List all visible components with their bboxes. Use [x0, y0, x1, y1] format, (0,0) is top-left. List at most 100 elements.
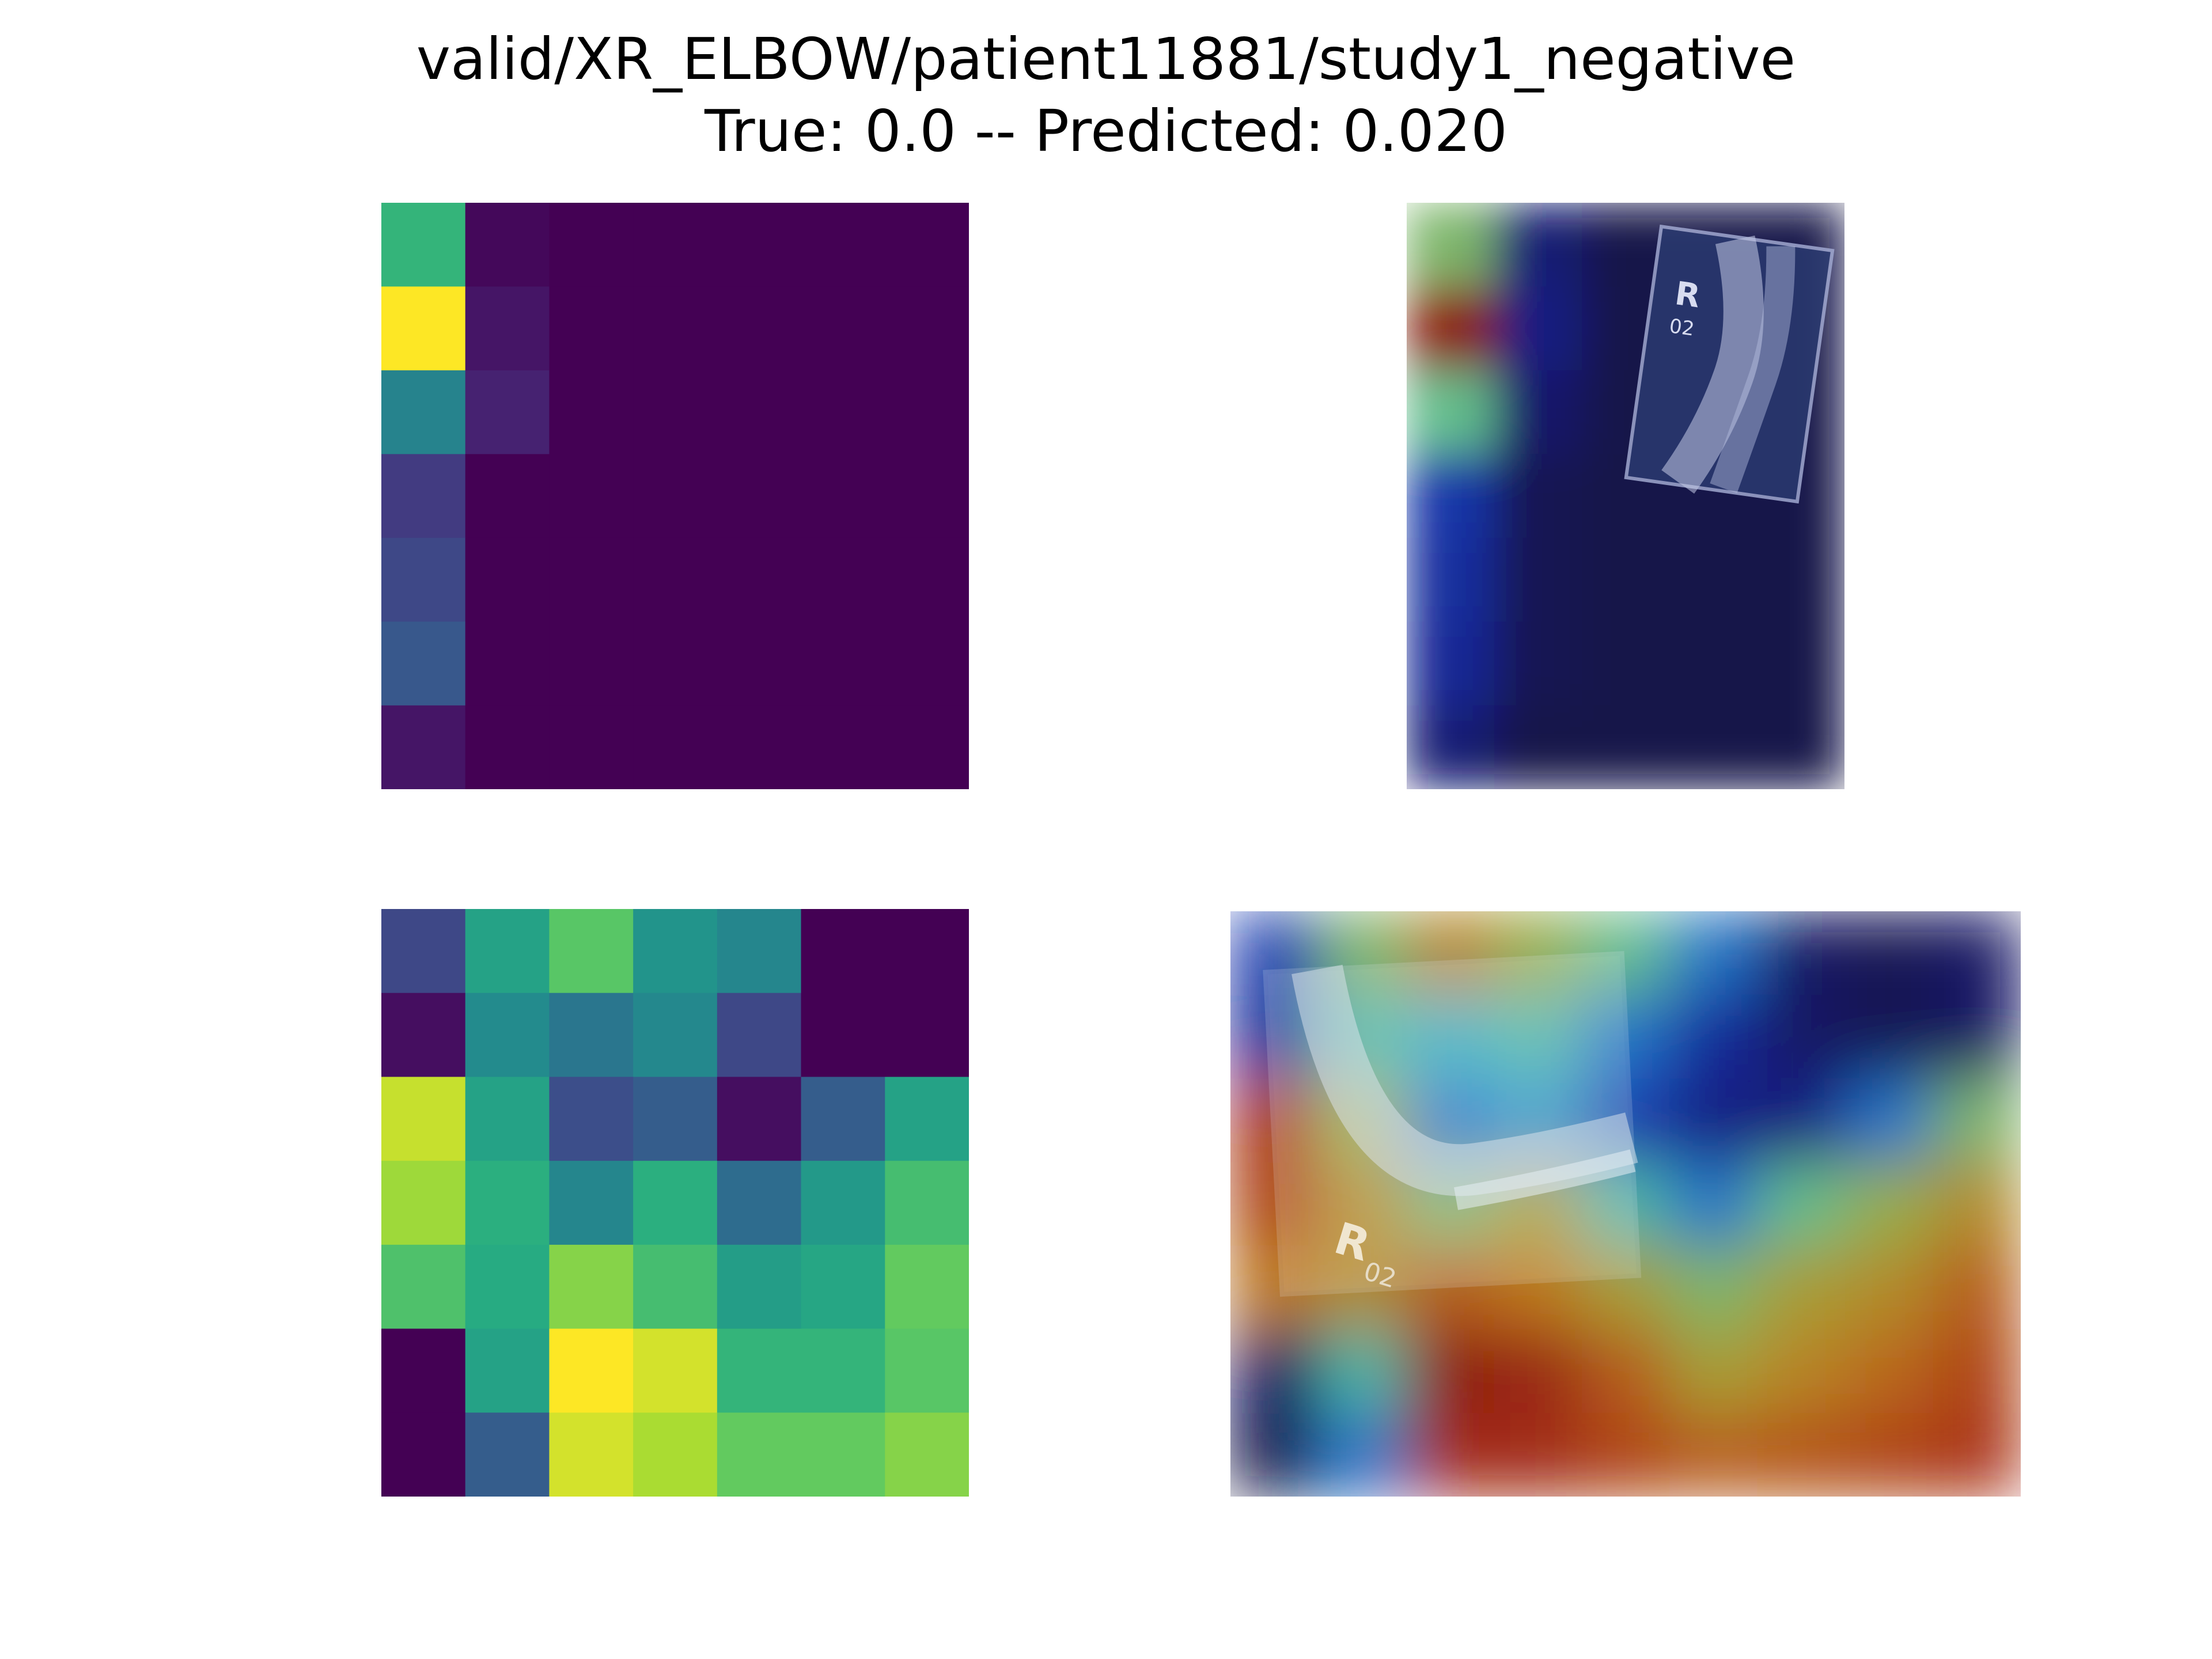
heatmap-top-cell-r4-c0	[381, 537, 466, 622]
overlay-top-cell-r5-c1	[1494, 622, 1582, 706]
heatmap-bottom-cell-r3-c3	[633, 1161, 718, 1245]
heatmap-top-cell-r4-c4	[717, 537, 802, 622]
heatmap-bottom-cell-r5-c3	[633, 1328, 718, 1413]
overlay-top-cell-r1-c1	[1494, 286, 1582, 371]
heatmap-bottom-cell-r6-c5	[801, 1412, 885, 1497]
overlay-top-cell-r4-c2	[1582, 537, 1670, 622]
heatmap-bottom-cell-r5-c1	[465, 1328, 550, 1413]
overlay-bottom-cell-r4-c6	[1757, 1245, 1846, 1330]
overlay-bottom-cell-r5-c3	[1494, 1329, 1582, 1414]
overlay-bottom-cell-r5-c0	[1230, 1329, 1319, 1414]
heatmap-top-cell-r6-c4	[717, 705, 802, 789]
overlay-bottom-cell-r3-c0	[1230, 1162, 1319, 1247]
heatmap-top-cell-r6-c1	[465, 705, 550, 789]
overlay-bottom-cell-r4-c0	[1230, 1245, 1319, 1330]
overlay-top-cell-r1-c0	[1407, 286, 1495, 371]
overlay-top-cell-r2-c1	[1494, 370, 1582, 454]
overlay-bottom-cell-r6-c5	[1669, 1412, 1758, 1497]
overlay-bottom-cell-r2-c5	[1669, 1078, 1758, 1162]
overlay-bottom-cell-r6-c8	[1933, 1412, 2021, 1497]
overlay-bottom-cell-r6-c7	[1845, 1412, 1934, 1497]
activation-heatmap-top	[381, 203, 969, 789]
heatmap-top-cell-r5-c1	[465, 622, 550, 706]
heatmap-top-cell-r5-c4	[717, 622, 802, 706]
overlay-top-cell-r4-c1	[1494, 537, 1582, 622]
heatmap-bottom-cell-r3-c1	[465, 1161, 550, 1245]
heatmap-top-cell-r5-c0	[381, 622, 466, 706]
overlay-bottom-cell-r3-c8	[1933, 1162, 2021, 1247]
heatmap-top-cell-r2-c6	[885, 370, 969, 454]
overlay-bottom-cell-r0-c7	[1845, 911, 1934, 995]
title-line-prediction: True: 0.0 -- Predicted: 0.020	[704, 97, 1508, 165]
heatmap-top-cell-r4-c5	[801, 537, 885, 622]
overlay-top-cell-r6-c1	[1494, 705, 1582, 789]
heatmap-top-cell-r4-c2	[549, 537, 634, 622]
overlay-top-cell-r6-c2	[1582, 705, 1670, 789]
overlay-bottom-cell-r6-c3	[1494, 1412, 1582, 1497]
overlay-top-cell-r2-c0	[1407, 370, 1495, 454]
xray-overlay-bottom: R 02	[1230, 911, 2021, 1497]
xray-marker-number: 02	[1668, 315, 1695, 341]
heatmap-top-cell-r0-c0	[381, 203, 466, 287]
overlay-bottom-cell-r1-c5	[1669, 995, 1758, 1079]
heatmap-top-cell-r5-c3	[633, 622, 718, 706]
xray-plate-top: R 02	[1624, 224, 1835, 504]
overlay-bottom-cell-r0-c3	[1494, 911, 1582, 995]
heatmap-bottom-cell-r1-c6	[885, 993, 969, 1077]
heatmap-bottom-cell-r6-c1	[465, 1412, 550, 1497]
overlay-bottom-cell-r3-c1	[1318, 1162, 1407, 1247]
heatmap-top-cell-r1-c3	[633, 286, 718, 371]
heatmap-top-cell-r2-c1	[465, 370, 550, 454]
heatmap-bottom-cell-r2-c4	[717, 1077, 802, 1161]
heatmap-bottom-cell-r2-c5	[801, 1077, 885, 1161]
xray-arm-bone	[1291, 964, 1638, 1196]
heatmap-top-cell-r2-c5	[801, 370, 885, 454]
overlay-bottom-cell-r4-c4	[1581, 1245, 1670, 1330]
heatmap-bottom-cell-r4-c2	[549, 1244, 634, 1330]
heatmap-bottom-cell-r3-c6	[885, 1161, 969, 1245]
heatmap-top-cell-r5-c6	[885, 622, 969, 706]
heatmap-bottom-cell-r6-c2	[549, 1412, 634, 1497]
overlay-bottom-cell-r5-c6	[1757, 1329, 1846, 1414]
heatmap-bottom-cell-r2-c1	[465, 1077, 550, 1161]
overlay-bottom-cell-r3-c7	[1845, 1162, 1934, 1247]
overlay-bottom-cell-r2-c6	[1757, 1078, 1846, 1162]
xray-marker-letter: R	[1673, 275, 1703, 315]
xray-overlay-top-svg: R 02	[1407, 203, 1844, 789]
overlay-top-cell-r4-c3	[1669, 537, 1758, 622]
overlay-top-cell-r6-c0	[1407, 705, 1495, 789]
heatmap-top-cell-r5-c2	[549, 622, 634, 706]
overlay-bottom-cell-r1-c6	[1757, 995, 1846, 1079]
heatmap-bottom-cell-r0-c0	[381, 909, 466, 994]
xray-overlay-top: R 02	[1407, 203, 1844, 789]
heatmap-bottom-cell-r0-c2	[549, 909, 634, 994]
xray-arm-bone	[1661, 235, 1764, 494]
heatmap-top-cell-r3-c2	[549, 454, 634, 539]
heatmap-bottom-cell-r4-c4	[717, 1244, 802, 1330]
xray-forearm-bone	[1710, 246, 1796, 494]
activation-heatmap-bottom	[381, 909, 969, 1497]
overlay-top-cell-r5-c3	[1669, 622, 1758, 706]
heatmap-bottom-cell-r6-c3	[633, 1412, 718, 1497]
heatmap-bottom-cell-r5-c5	[801, 1328, 885, 1413]
overlay-top-cell-r5-c0	[1407, 622, 1495, 706]
activation-heatmap-bottom-svg	[381, 909, 969, 1497]
heatmap-bottom-cell-r5-c6	[885, 1328, 969, 1413]
heatmap-top-cell-r5-c5	[801, 622, 885, 706]
heatmap-top-cell-r1-c6	[885, 286, 969, 371]
heatmap-bottom-cell-r3-c4	[717, 1161, 802, 1245]
overlay-top-cell-r3-c0	[1407, 454, 1495, 539]
overlay-top-cell-r6-c3	[1669, 705, 1758, 789]
overlay-bottom-cell-r6-c1	[1318, 1412, 1407, 1497]
overlay-bottom-cell-r5-c5	[1669, 1329, 1758, 1414]
overlay-bottom-cell-r5-c2	[1406, 1329, 1494, 1414]
heatmap-top-cell-r6-c5	[801, 705, 885, 789]
heatmap-bottom-cell-r4-c3	[633, 1244, 718, 1330]
xray-forearm-bone	[1454, 1149, 1636, 1210]
heatmap-top-cell-r1-c0	[381, 286, 466, 371]
heatmap-bottom-cell-r1-c0	[381, 993, 466, 1077]
heatmap-top-cell-r0-c4	[717, 203, 802, 287]
heatmap-bottom-cell-r3-c2	[549, 1161, 634, 1245]
overlay-top-cell-r5-c2	[1582, 622, 1670, 706]
overlay-bottom-cell-r5-c7	[1845, 1329, 1934, 1414]
